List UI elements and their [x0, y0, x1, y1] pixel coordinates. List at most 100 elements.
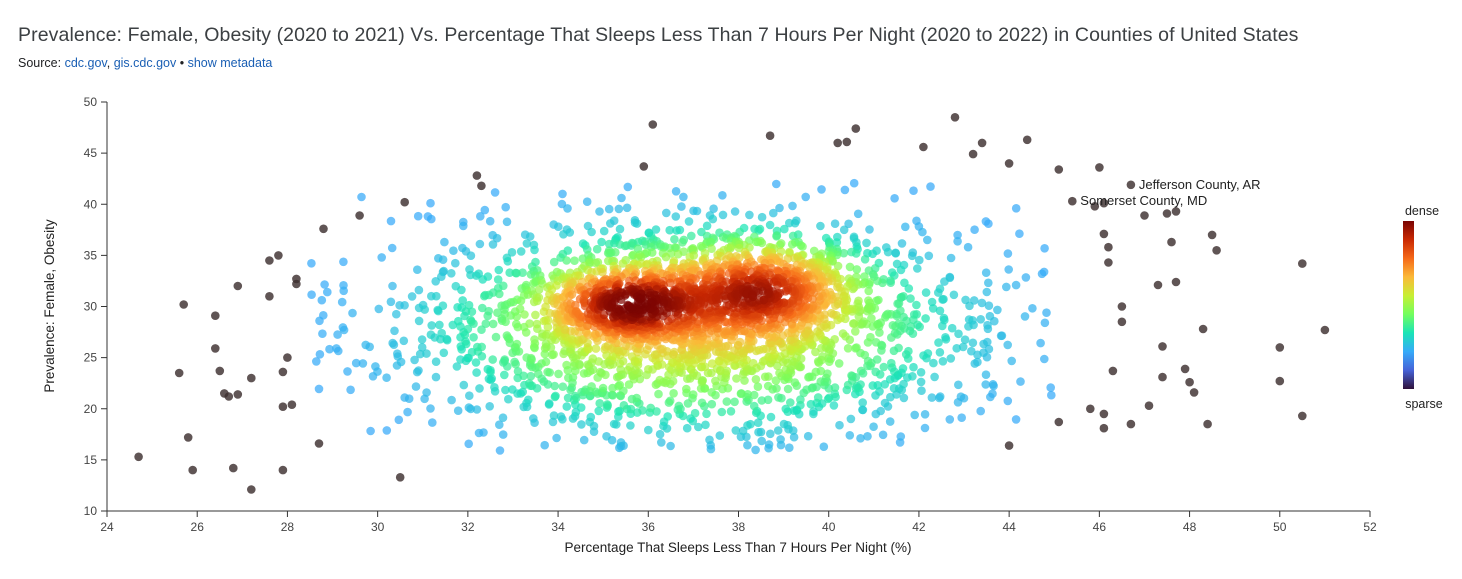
scatter-point[interactable]	[952, 344, 961, 353]
scatter-point[interactable]	[927, 393, 937, 402]
scatter-point[interactable]	[707, 244, 716, 253]
scatter-point[interactable]	[682, 384, 691, 394]
scatter-point[interactable]	[773, 426, 783, 435]
scatter-point[interactable]	[647, 248, 657, 257]
scatter-point[interactable]	[1046, 383, 1055, 392]
scatter-point[interactable]	[415, 349, 425, 359]
scatter-point[interactable]	[682, 423, 692, 433]
scatter-point[interactable]	[485, 216, 495, 226]
scatter-point[interactable]	[394, 415, 404, 425]
scatter-point[interactable]	[839, 225, 849, 235]
scatter-point[interactable]	[571, 300, 580, 310]
scatter-point[interactable]	[382, 426, 392, 435]
scatter-point[interactable]	[459, 380, 469, 390]
scatter-point[interactable]	[498, 413, 508, 423]
scatter-point[interactable]	[475, 239, 485, 249]
scatter-point[interactable]	[490, 188, 500, 197]
scatter-point[interactable]	[979, 339, 988, 349]
scatter-point[interactable]	[1040, 244, 1049, 253]
scatter-point[interactable]	[570, 391, 580, 401]
scatter-point-sparse[interactable]	[247, 373, 256, 383]
scatter-point[interactable]	[673, 249, 683, 259]
scatter-point-sparse[interactable]	[1320, 325, 1330, 335]
scatter-point[interactable]	[920, 423, 930, 433]
scatter-point[interactable]	[993, 305, 1002, 315]
scatter-point[interactable]	[891, 249, 900, 258]
scatter-point[interactable]	[890, 194, 899, 203]
scatter-point[interactable]	[389, 340, 399, 350]
scatter-point[interactable]	[615, 380, 625, 390]
scatter-point[interactable]	[981, 268, 991, 278]
scatter-point[interactable]	[961, 295, 970, 305]
scatter-point[interactable]	[916, 377, 926, 387]
scatter-point[interactable]	[858, 398, 867, 407]
scatter-point[interactable]	[579, 435, 589, 445]
scatter-point-sparse[interactable]	[224, 392, 234, 401]
scatter-point[interactable]	[623, 182, 633, 192]
scatter-point[interactable]	[909, 362, 918, 372]
scatter-point[interactable]	[1007, 356, 1016, 366]
scatter-point[interactable]	[351, 358, 361, 368]
scatter-point[interactable]	[913, 264, 922, 273]
scatter-point[interactable]	[386, 297, 396, 307]
scatter-point-sparse[interactable]	[1022, 135, 1032, 145]
scatter-point[interactable]	[760, 372, 770, 382]
scatter-point[interactable]	[798, 242, 807, 251]
scatter-point[interactable]	[614, 204, 624, 214]
scatter-point[interactable]	[337, 297, 347, 307]
scatter-point[interactable]	[403, 407, 412, 417]
scatter-point[interactable]	[827, 308, 836, 318]
scatter-point[interactable]	[935, 306, 945, 316]
scatter-point[interactable]	[461, 337, 470, 346]
scatter-point[interactable]	[493, 275, 503, 284]
scatter-point[interactable]	[829, 401, 839, 410]
scatter-point[interactable]	[307, 290, 316, 300]
scatter-point[interactable]	[935, 348, 945, 357]
scatter-point[interactable]	[772, 179, 781, 189]
scatter-point[interactable]	[554, 222, 563, 231]
scatter-point[interactable]	[366, 426, 375, 436]
scatter-point[interactable]	[847, 371, 856, 380]
scatter-point[interactable]	[757, 238, 767, 248]
scatter-point[interactable]	[526, 371, 536, 381]
scatter-point[interactable]	[665, 225, 674, 235]
scatter-point[interactable]	[632, 219, 642, 228]
scatter-point[interactable]	[904, 284, 914, 293]
scatter-point[interactable]	[731, 426, 741, 435]
scatter-point[interactable]	[626, 421, 635, 430]
scatter-point[interactable]	[851, 327, 860, 336]
scatter-point[interactable]	[495, 420, 504, 430]
scatter-point[interactable]	[702, 221, 712, 231]
scatter-point[interactable]	[1016, 377, 1025, 386]
scatter-point[interactable]	[671, 187, 681, 196]
scatter-point[interactable]	[796, 395, 805, 404]
scatter-point[interactable]	[915, 255, 924, 265]
scatter-point[interactable]	[390, 326, 399, 336]
scatter-point[interactable]	[847, 247, 856, 257]
scatter-point[interactable]	[495, 289, 504, 299]
scatter-point[interactable]	[968, 338, 978, 348]
scatter-point-sparse[interactable]	[639, 162, 649, 171]
scatter-point[interactable]	[325, 344, 334, 354]
scatter-point[interactable]	[880, 398, 890, 408]
scatter-point[interactable]	[938, 321, 947, 331]
scatter-point[interactable]	[451, 258, 460, 268]
scatter-point[interactable]	[678, 238, 687, 247]
scatter-point[interactable]	[996, 331, 1006, 341]
scatter-point[interactable]	[315, 350, 325, 359]
scatter-point[interactable]	[432, 291, 441, 301]
scatter-point[interactable]	[480, 205, 490, 215]
scatter-point[interactable]	[918, 227, 927, 237]
scatter-point-sparse[interactable]	[1099, 198, 1109, 208]
scatter-point[interactable]	[858, 405, 867, 415]
scatter-point[interactable]	[867, 314, 876, 323]
scatter-point[interactable]	[586, 412, 596, 422]
scatter-point[interactable]	[534, 285, 544, 295]
scatter-point[interactable]	[567, 290, 577, 299]
scatter-point[interactable]	[471, 358, 481, 367]
scatter-point[interactable]	[458, 296, 468, 305]
scatter-point-sparse[interactable]	[1171, 277, 1181, 287]
scatter-point[interactable]	[377, 253, 387, 262]
scatter-point[interactable]	[921, 288, 931, 297]
scatter-point-sparse[interactable]	[851, 124, 861, 133]
